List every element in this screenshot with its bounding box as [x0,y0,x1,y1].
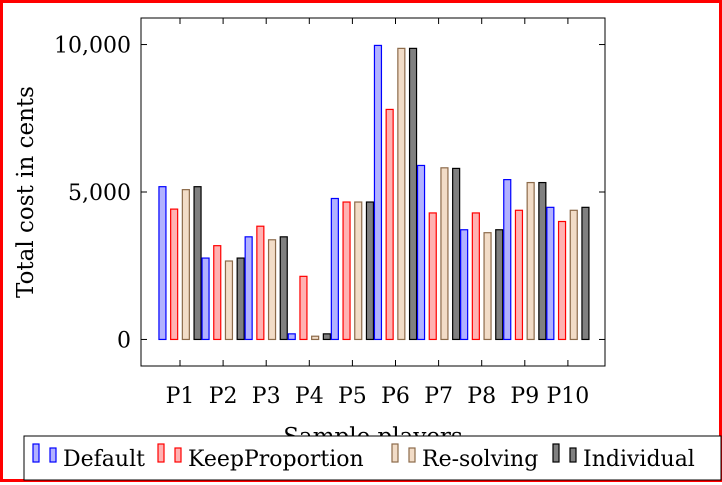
bar-re-solving-p6 [397,47,406,341]
x-tick-labels: P1 P2 P3 P4 P5 P6 P7 P8 P9 P10 [166,384,590,409]
x-tick-label: P5 [338,384,367,409]
bar-chart: 0 5,000 10,000 P1 P2 P3 P4 P5 P6 P7 P8 P9 P10 Total… [13,17,722,481]
bar-default-p10 [546,206,555,341]
y-tick-label: 0 [117,328,131,353]
bar-keepproportion-p7 [428,212,437,341]
bar-default-p7 [416,164,426,341]
bar-keepproportion-p8 [471,212,480,341]
y-tick-label: 5,000 [68,181,131,206]
y-tick-label: 10,000 [54,34,131,59]
bar-default-p2 [201,257,210,341]
legend-swatch [32,443,40,463]
bar-default-p4 [287,333,296,341]
bar-re-solving-p9 [526,181,535,341]
x-tick-label: P2 [209,384,238,409]
legend-swatch [569,447,577,463]
bar-default-p3 [244,236,253,341]
bar-individual-p1 [193,186,202,341]
bar-individual-p4 [322,333,331,341]
bar-default-p8 [460,229,469,341]
bar-re-solving-p8 [483,232,492,341]
legend-swatch [157,443,165,463]
legend-swatch [391,443,399,463]
bar-default-p5 [330,197,339,341]
bar-keepproportion-p2 [213,245,222,341]
x-tick-label: P6 [381,384,410,409]
bars [158,44,590,341]
bar-default-p9 [503,179,512,341]
x-tick-label: P1 [166,384,195,409]
bar-individual-p6 [408,47,418,341]
bar-keepproportion-p6 [385,108,394,341]
legend-swatch [174,447,182,463]
bar-re-solving-p5 [354,201,363,341]
legend-swatch [408,447,416,463]
legend-box [23,435,722,481]
legend-label: Default [63,447,145,472]
bar-keepproportion-p10 [557,220,567,341]
bar-re-solving-p4 [311,335,320,341]
bar-re-solving-p1 [181,189,190,341]
bar-individual-p10 [581,206,590,341]
x-tick-label: P3 [252,384,281,409]
bar-re-solving-p7 [440,167,449,341]
legend-swatch [49,447,57,463]
bar-keepproportion-p5 [342,201,351,341]
legend-label: KeepProportion [188,447,364,472]
bar-keepproportion-p9 [514,209,524,341]
bar-keepproportion-p4 [299,275,308,341]
bar-re-solving-p2 [224,260,234,341]
y-axis-title: Total cost in cents [13,86,39,298]
legend: Default KeepProportion Re-solving Individua… [23,435,722,481]
bar-individual-p3 [279,236,288,341]
bar-individual-p2 [236,257,245,341]
bar-individual-p8 [495,229,504,341]
y-axis-ticks: 0 5,000 10,000 [54,18,605,366]
legend-label: Re-solving [422,447,538,472]
bar-default-p1 [158,186,167,341]
x-tick-label: P8 [467,384,496,409]
bar-keepproportion-p3 [256,225,265,341]
bar-re-solving-p10 [569,209,578,341]
bar-individual-p5 [365,201,375,341]
x-tick-label: P7 [424,384,453,409]
x-tick-label: P4 [295,384,324,409]
bar-keepproportion-p1 [170,208,179,341]
bar-individual-p7 [452,167,461,341]
legend-label: Individual [583,447,695,472]
bar-re-solving-p3 [267,239,277,341]
bar-individual-p9 [538,181,547,341]
x-tick-label: P9 [510,384,539,409]
x-tick-label: P10 [547,384,590,409]
bar-default-p6 [373,44,383,341]
legend-swatch [552,443,560,463]
